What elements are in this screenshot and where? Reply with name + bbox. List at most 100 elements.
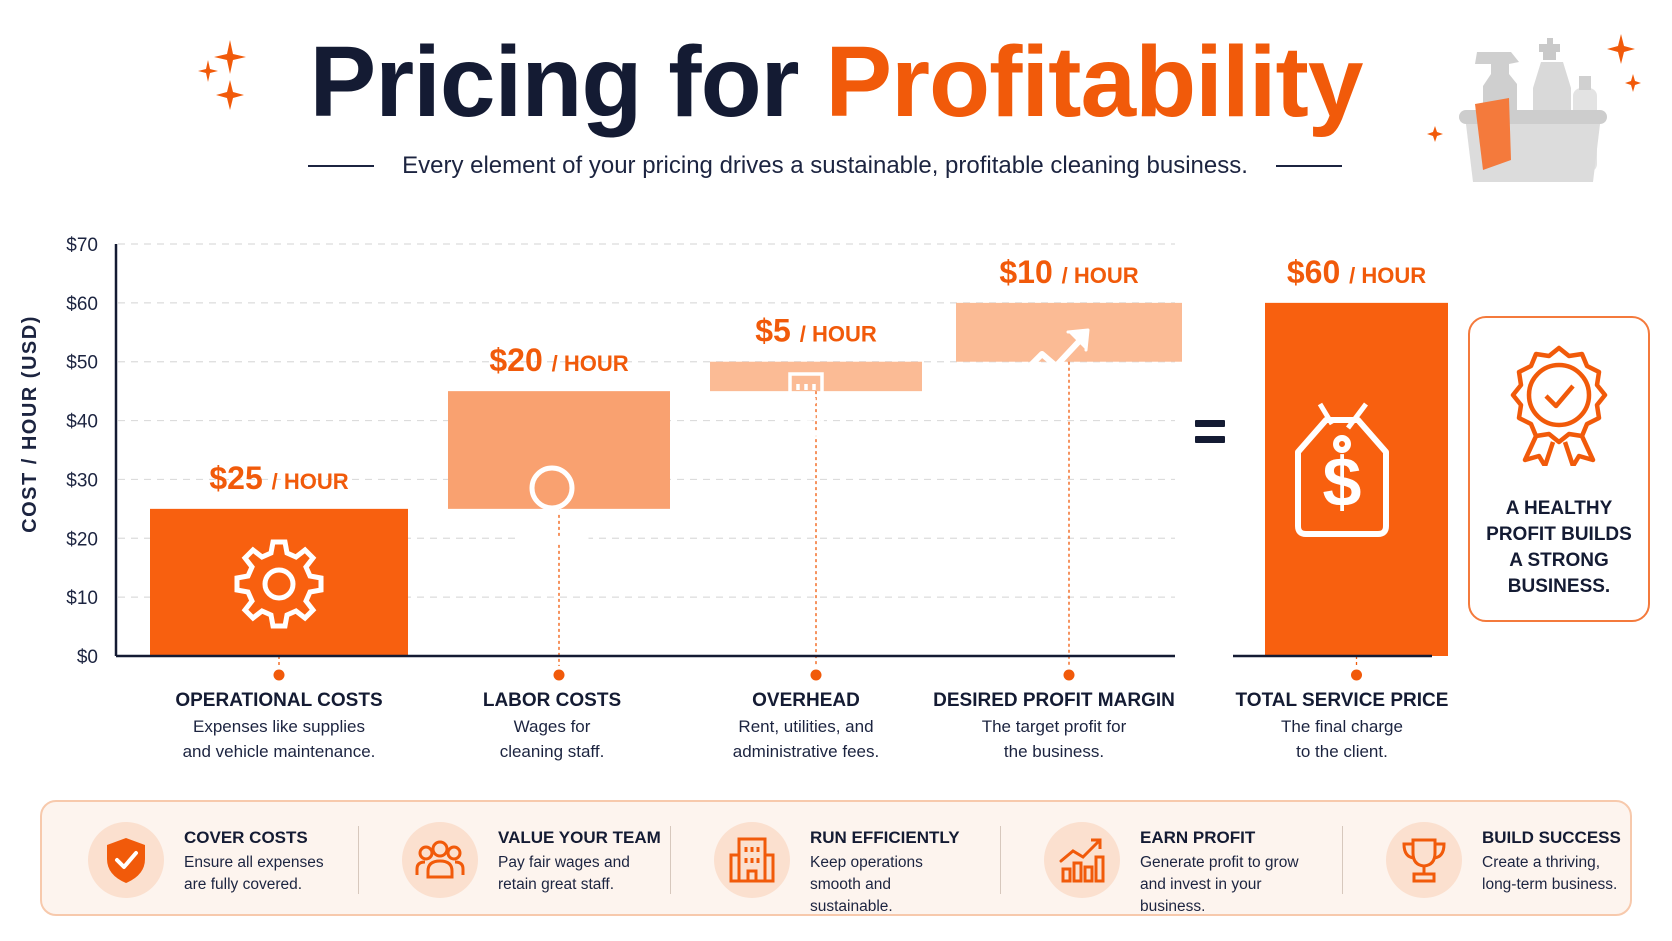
sparkles-icon — [198, 40, 246, 110]
pillar-desc: Generate profit to grow and invest in yo… — [1140, 854, 1299, 915]
price-tag-icon: $ — [1295, 402, 1389, 537]
value-amount: $10 — [999, 254, 1061, 290]
pillar-run-efficiently: RUN EFFICIENTLY Keep operations smooth a… — [688, 802, 978, 915]
building-icon — [729, 837, 775, 883]
y-tick-label: $20 — [66, 529, 98, 550]
value-label: $10 / HOUR — [999, 254, 1138, 290]
pillar-icon-circle — [402, 822, 478, 898]
pillar-title: RUN EFFICIENTLY — [810, 828, 960, 847]
category-profit-margin: DESIRED PROFIT MARGIN The target profit … — [924, 688, 1184, 764]
value-unit: / HOUR — [800, 322, 877, 347]
category-desc: Wages for cleaning staff. — [499, 717, 605, 761]
divider — [670, 826, 671, 894]
title-part-2: Profitability — [825, 26, 1363, 138]
y-tick-label: $0 — [77, 647, 98, 668]
category-operational: OPERATIONAL COSTS Expenses like supplies… — [149, 688, 409, 764]
subtitle: Every element of your pricing drives a s… — [402, 152, 1248, 179]
trend-up-icon — [1017, 328, 1090, 379]
page-title: Pricing for Profitability — [0, 22, 1672, 142]
value-unit: / HOUR — [272, 469, 349, 494]
subtitle-rule-left — [308, 165, 375, 167]
value-amount: $25 — [209, 460, 271, 496]
value-label: $5 / HOUR — [755, 313, 877, 349]
value-amount: $5 — [755, 313, 799, 349]
pillar-desc: Ensure all expenses are fully covered. — [184, 854, 324, 893]
category-title: LABOR COSTS — [482, 690, 622, 711]
title-part-1: Pricing for — [309, 26, 800, 138]
divider — [1000, 826, 1001, 894]
connector-dot — [1351, 669, 1362, 681]
divider — [1342, 826, 1343, 894]
subtitle-rule-right — [1275, 165, 1342, 167]
pillar-desc: Pay fair wages and retain great staff. — [498, 854, 630, 893]
value-label: $60 / HOUR — [1287, 254, 1426, 290]
bar — [710, 361, 922, 392]
subtitle-row: Every element of your pricing drives a s… — [260, 146, 1390, 186]
value-unit: / HOUR — [1062, 263, 1139, 288]
value-unit: / HOUR — [552, 351, 629, 376]
category-desc: Rent, utilities, and administrative fees… — [732, 717, 880, 761]
y-axis-label: COST / HOUR (USD) — [19, 315, 41, 533]
pillar-title: BUILD SUCCESS — [1482, 828, 1621, 847]
cleaning-supplies-icon — [1427, 34, 1641, 182]
value-amount: $20 — [489, 342, 551, 378]
pillar-earn-profit: EARN PROFIT Generate profit to grow and … — [1018, 802, 1318, 915]
category-total: TOTAL SERVICE PRICE The final charge to … — [1212, 688, 1472, 764]
bars — [150, 302, 1448, 656]
value-labels: $25 / HOUR$20 / HOUR$5 / HOUR$10 / HOUR $… — [209, 254, 1426, 496]
y-tick-label: $40 — [66, 412, 98, 433]
person-icon — [515, 465, 589, 543]
pillar-title: COVER COSTS — [184, 828, 308, 847]
profit-callout: A HEALTHY PROFIT BUILDS A STRONG BUSINES… — [1468, 316, 1650, 622]
bar — [150, 508, 408, 656]
growth-chart-icon — [1059, 838, 1105, 883]
value-amount: $60 — [1287, 254, 1349, 290]
badge-check-icon — [1510, 345, 1608, 466]
pillar-value-team: VALUE YOUR TEAM Pay fair wages and retai… — [376, 802, 666, 914]
trophy-icon — [1402, 838, 1446, 883]
value-label: $20 / HOUR — [489, 342, 628, 378]
principles-band: COVER COSTS Ensure all expenses are full… — [40, 800, 1632, 916]
equals-sign — [1195, 420, 1225, 446]
category-desc: Expenses like supplies and vehicle maint… — [182, 717, 376, 761]
connector-dot — [553, 669, 565, 681]
pillar-icon-circle — [1386, 822, 1462, 898]
category-title: TOTAL SERVICE PRICE — [1235, 690, 1449, 711]
pillar-icon-circle — [88, 822, 164, 898]
category-desc: The final charge to the client. — [1281, 717, 1403, 761]
category-overhead: OVERHEAD Rent, utilities, and administra… — [676, 688, 936, 764]
value-label: $25 / HOUR — [209, 460, 348, 496]
category-title: OPERATIONAL COSTS — [175, 690, 383, 711]
category-title: OVERHEAD — [752, 690, 860, 711]
shield-check-icon — [107, 838, 145, 883]
pillar-desc: Keep operations smooth and sustainable. — [810, 854, 923, 915]
category-labor: LABOR COSTS Wages for cleaning staff. — [422, 688, 682, 764]
building-icon — [776, 372, 836, 436]
y-tick-label: $60 — [66, 294, 98, 315]
category-desc: The target profit for the business. — [981, 717, 1127, 761]
pillar-icon-circle — [1044, 822, 1120, 898]
team-icon — [415, 840, 465, 879]
category-title: DESIRED PROFIT MARGIN — [933, 690, 1175, 711]
pillar-desc: Create a thriving, long-term business. — [1482, 854, 1618, 893]
y-tick-label: $30 — [66, 470, 98, 491]
callout-text: A HEALTHY PROFIT BUILDS A STRONG BUSINES… — [1486, 498, 1632, 597]
connector-dot — [1063, 669, 1075, 681]
pillar-title: EARN PROFIT — [1140, 828, 1256, 847]
connector-dot — [273, 669, 285, 681]
divider — [358, 826, 359, 894]
value-unit: / HOUR — [1349, 263, 1426, 288]
y-tick-label: $10 — [66, 588, 98, 609]
gear-icon — [234, 539, 324, 629]
pillar-title: VALUE YOUR TEAM — [498, 828, 661, 847]
pillar-cover-costs: COVER COSTS Ensure all expenses are full… — [62, 802, 352, 914]
y-tick-label: $70 — [66, 235, 98, 256]
svg-text:$: $ — [1323, 443, 1362, 521]
pillar-build-success: BUILD SUCCESS Create a thriving, long-te… — [1360, 802, 1621, 914]
y-ticks: $0 $10 $20 $30 $40 $50 $60 $70 — [66, 235, 98, 668]
connectors — [273, 361, 1362, 681]
connector-dot — [810, 669, 822, 681]
pillar-icon-circle — [714, 822, 790, 898]
y-tick-label: $50 — [66, 353, 98, 374]
